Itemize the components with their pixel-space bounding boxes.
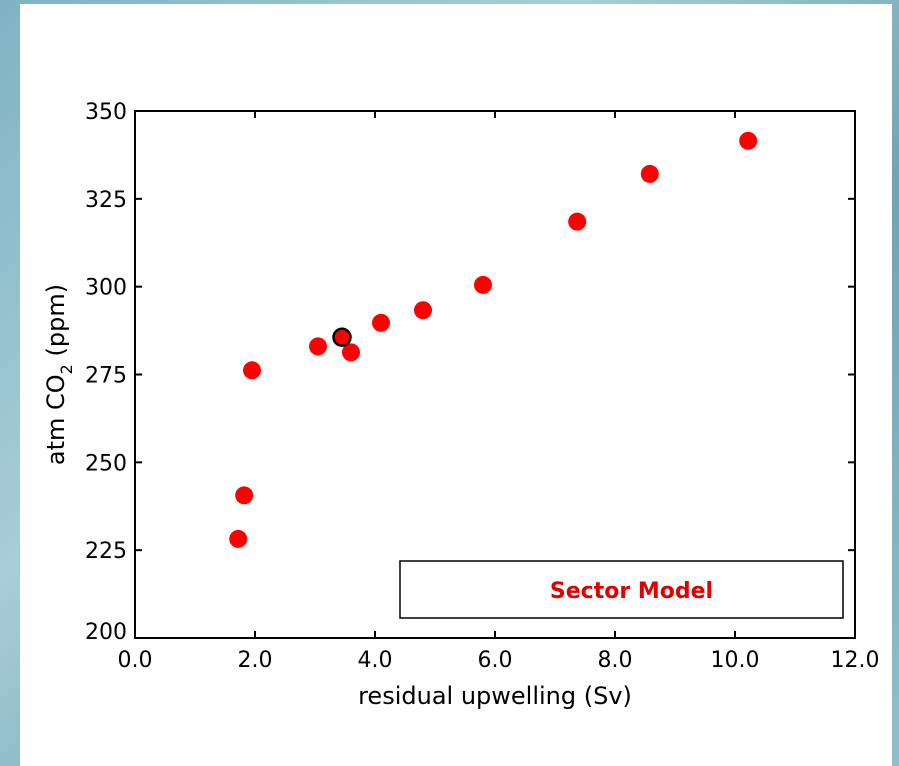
y-tick-label: 325 (85, 188, 127, 213)
data-point (235, 486, 254, 505)
data-point (474, 275, 492, 294)
y-tick-label: 225 (85, 539, 127, 564)
y-tick-label: 275 (85, 364, 127, 389)
chart-frame: 0.0 2.0 4.0 6.0 8.0 10.0 12.0 200 225 250 275 300 3… (20, 4, 892, 766)
legend-box (399, 560, 844, 619)
y-tick-label: 350 (85, 100, 127, 125)
x-tick-label: 0.0 (118, 648, 153, 673)
highlighted-data-point (332, 327, 352, 348)
x-tick-label: 6.0 (478, 648, 513, 673)
x-axis-title: residual upwelling (Sv) (358, 682, 632, 710)
x-tick-label: 12.0 (831, 648, 880, 673)
legend-label: Sector Model (550, 579, 713, 604)
tick-marks (134, 110, 856, 639)
y-tick-label: 200 (85, 620, 127, 645)
data-points (229, 131, 758, 548)
plot-area-border (134, 110, 856, 639)
y-axis-title-main: atm CO (42, 374, 70, 465)
y-tick-label: 300 (85, 276, 127, 301)
y-axis-title-unit: (ppm) (42, 284, 70, 364)
y-axis-title-subscript: 2 (57, 364, 76, 374)
legend: Sector Model (399, 560, 844, 619)
y-tick-labels: 200 225 250 275 300 325 350 (85, 100, 127, 645)
data-point (414, 301, 432, 320)
data-point (640, 164, 659, 183)
x-tick-label: 2.0 (238, 648, 273, 673)
data-point (243, 361, 261, 380)
x-tick-label: 10.0 (711, 648, 760, 673)
data-point (342, 343, 360, 362)
x-tick-label: 8.0 (598, 648, 633, 673)
y-tick-label: 250 (85, 451, 127, 476)
data-point (229, 529, 248, 548)
data-point (309, 337, 327, 356)
data-point (739, 131, 758, 150)
x-tick-label: 4.0 (358, 648, 393, 673)
data-point (568, 212, 587, 231)
x-tick-labels: 0.0 2.0 4.0 6.0 8.0 10.0 12.0 (118, 648, 880, 673)
y-axis-title: atm CO2 (ppm) (42, 284, 76, 465)
data-point (372, 313, 390, 332)
scatter-chart: 0.0 2.0 4.0 6.0 8.0 10.0 12.0 200 225 250 275 300 3… (42, 100, 880, 710)
